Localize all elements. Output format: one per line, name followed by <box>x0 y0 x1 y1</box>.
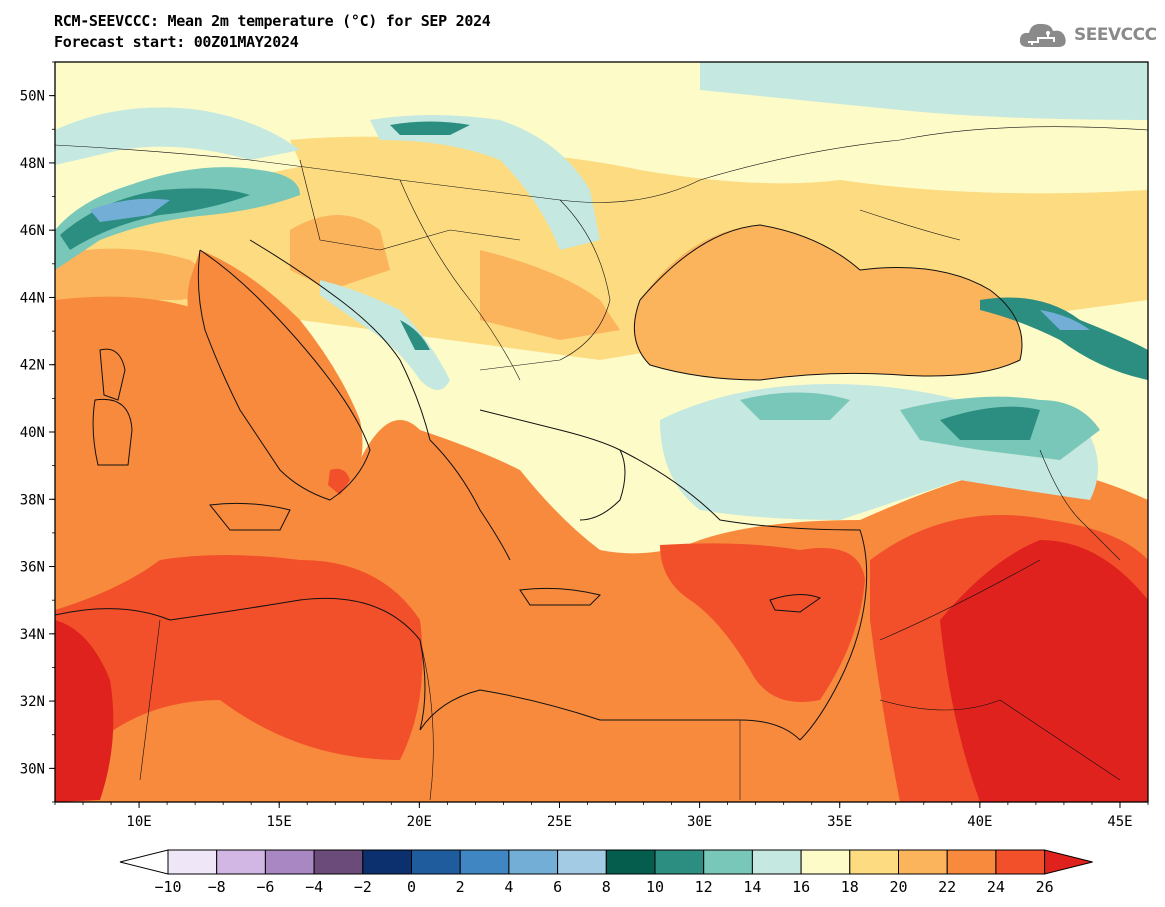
lat-tick-label: 42N <box>20 358 45 374</box>
lat-tick-label: 50N <box>20 89 45 105</box>
field-20-22 <box>634 225 1022 380</box>
colorbar-swatch <box>557 849 607 875</box>
lon-tick-label: 25E <box>547 814 572 830</box>
lat-tick-label: 36N <box>20 560 45 576</box>
colorbar-label: 24 <box>987 878 1005 896</box>
temperature-field <box>55 62 1148 802</box>
colorbar-label: 6 <box>553 878 562 896</box>
colorbar-label: 20 <box>889 878 907 896</box>
colorbar-label: 22 <box>938 878 956 896</box>
map-title: RCM-SEEVCCC: Mean 2m temperature (°C) fo… <box>54 12 491 30</box>
colorbar-label: 10 <box>646 878 664 896</box>
colorbar: −10 −8 −6 −4 −2 0 2 4 6 8 10 12 14 16 18 20 22 24 26 <box>119 849 1093 896</box>
colorbar-swatch <box>751 849 802 875</box>
colorbar-swatch <box>459 849 510 875</box>
colorbar-swatch <box>703 849 753 875</box>
colorbar-swatch <box>898 849 948 875</box>
country-borders <box>55 126 1148 801</box>
lon-tick-label: 30E <box>687 814 712 830</box>
cloud-icon <box>1019 23 1066 47</box>
colorbar-label: −10 <box>154 878 181 896</box>
seevccc-logo: SEEVCCC <box>1018 20 1157 50</box>
lon-tick-label: 20E <box>407 814 432 830</box>
logo-text: SEEVCCC <box>1074 25 1157 45</box>
colorbar-swatch <box>264 849 315 875</box>
colorbar-swatch <box>216 849 266 875</box>
latitude-axis: 50N 48N 46N 44N 42N 40N 38N 36N 34N 32N 30N <box>20 61 55 803</box>
lat-tick-label: 32N <box>20 694 45 710</box>
lon-tick-label: 45E <box>1107 814 1132 830</box>
colorbar-label: 26 <box>1036 878 1054 896</box>
caucasus-cool-area <box>980 297 1148 380</box>
balkan-cool-area <box>320 280 450 390</box>
lat-tick-label: 44N <box>20 290 45 306</box>
colorbar-swatch <box>800 849 851 875</box>
colorbar-swatch <box>995 849 1046 875</box>
colorbar-label: 4 <box>504 878 513 896</box>
field-over-26 <box>940 540 1148 802</box>
coastlines <box>55 224 1023 741</box>
colorbar-under-triangle <box>119 849 169 875</box>
lat-tick-label: 40N <box>20 425 45 441</box>
colorbar-swatch <box>313 849 364 875</box>
colorbar-swatch <box>411 849 461 875</box>
lat-tick-label: 38N <box>20 492 45 508</box>
colorbar-label: 16 <box>792 878 810 896</box>
lat-tick-label: 48N <box>20 156 45 172</box>
colorbar-label: 18 <box>841 878 859 896</box>
lon-tick-label: 35E <box>827 814 852 830</box>
colorbar-label: 14 <box>743 878 761 896</box>
colorbar-label: −8 <box>208 878 226 896</box>
lat-tick-label: 34N <box>20 627 45 643</box>
lat-tick-label: 46N <box>20 223 45 239</box>
carpathians-cool-area <box>370 115 600 250</box>
colorbar-label: −4 <box>305 878 323 896</box>
colorbar-swatch <box>605 849 656 875</box>
lon-tick-label: 15E <box>267 814 292 830</box>
lon-tick-label: 10E <box>126 814 151 830</box>
colorbar-label: 0 <box>407 878 416 896</box>
colorbar-label: 12 <box>695 878 713 896</box>
colorbar-swatch <box>167 849 218 875</box>
lat-tick-label: 30N <box>20 761 45 777</box>
field-24-26 <box>55 555 423 760</box>
colorbar-label: 2 <box>456 878 465 896</box>
colorbar-swatch <box>849 849 899 875</box>
colorbar-swatch <box>946 849 997 875</box>
colorbar-swatch <box>362 849 412 875</box>
colorbar-swatch <box>654 849 705 875</box>
colorbar-swatch <box>508 849 559 875</box>
lon-tick-label: 40E <box>967 814 992 830</box>
colorbar-over-triangle <box>1044 849 1093 875</box>
forecast-start-subtitle: Forecast start: 00Z01MAY2024 <box>54 33 299 51</box>
longitude-axis: 10E 15E 20E 25E 30E 35E 40E 45E <box>54 802 1149 830</box>
colorbar-label: −2 <box>354 878 372 896</box>
colorbar-label: 8 <box>602 878 611 896</box>
colorbar-label: −6 <box>256 878 274 896</box>
